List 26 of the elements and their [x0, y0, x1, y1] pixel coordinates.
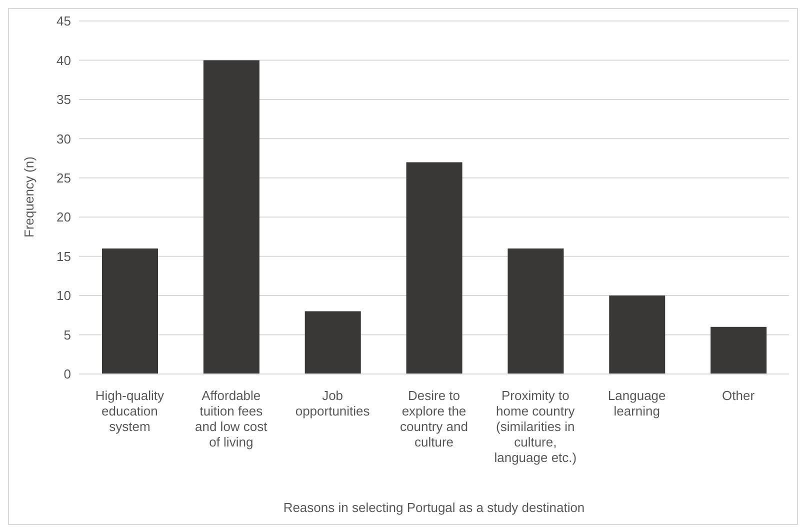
x-tick-label: Affordable tuition fees and low cost of living	[195, 388, 268, 450]
x-tick-label: Proximity to home country (similarities in culture, language etc.)	[494, 388, 577, 465]
bar	[609, 296, 666, 374]
x-tick-label: Desire to explore the country and culture	[400, 388, 468, 450]
x-tick-label: Other	[722, 388, 756, 403]
x-tick-label: Job opportunities	[295, 388, 370, 418]
bar	[203, 60, 260, 374]
x-axis-title: Reasons in selecting Portugal as a study destination	[283, 500, 585, 515]
y-tick-label: 20	[56, 210, 71, 225]
y-tick-label: 45	[56, 14, 71, 29]
y-tick-label: 35	[56, 92, 71, 108]
y-tick-label: 10	[56, 288, 71, 304]
y-tick-label: 25	[56, 170, 71, 186]
bar	[102, 248, 158, 374]
bar	[304, 311, 361, 374]
y-tick-label: 30	[56, 131, 71, 146]
x-tick-label: Language learning	[608, 388, 666, 418]
y-tick-label: 0	[64, 366, 71, 382]
bar	[508, 248, 564, 374]
y-axis-title: Frequency (n)	[22, 156, 37, 238]
bar	[710, 326, 767, 374]
y-tick-label: 15	[56, 248, 71, 264]
y-tick-label: 5	[64, 327, 71, 342]
bar	[406, 162, 462, 374]
x-tick-label: High-quality education system	[95, 388, 165, 434]
y-tick-label: 40	[56, 52, 71, 68]
